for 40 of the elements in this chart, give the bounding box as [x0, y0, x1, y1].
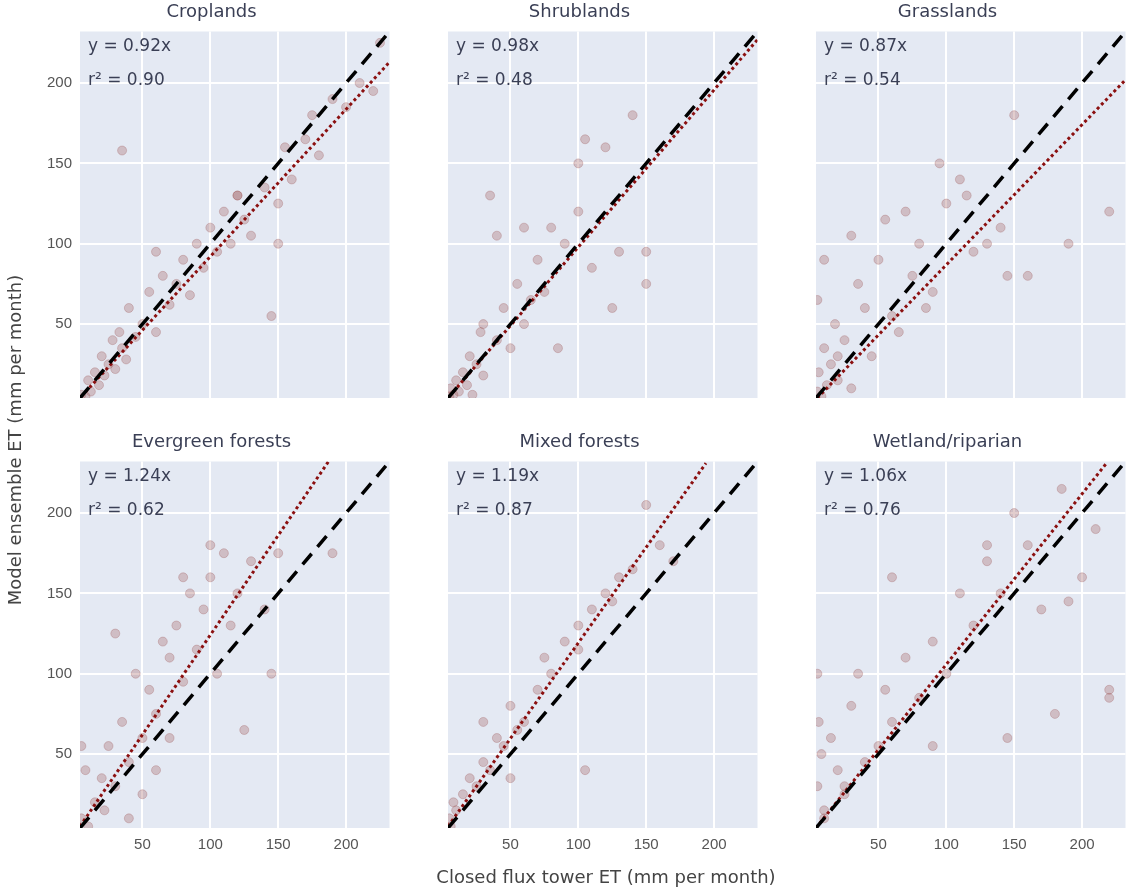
annotation: y = 0.98x	[456, 34, 540, 55]
annotation: r² = 0.87	[456, 498, 533, 519]
annotation: y = 1.06x	[824, 464, 908, 485]
y-tick-label: 50	[55, 744, 72, 762]
y-tick-label: 150	[46, 153, 72, 171]
x-tick-label: 150	[1001, 835, 1027, 853]
chart-title: Evergreen forests	[131, 430, 292, 452]
chart-title: Shrublands	[528, 0, 631, 22]
y-tick-label: 200	[46, 503, 72, 521]
y-tick-label: 100	[46, 233, 72, 251]
y-axis-title: Model ensemble ET (mm per month)	[3, 274, 25, 606]
x-tick-label: 200	[333, 835, 359, 853]
annotation: r² = 0.76	[824, 498, 901, 519]
x-tick-label: 50	[870, 835, 887, 853]
annotation: r² = 0.90	[88, 68, 165, 89]
x-tick-label: 150	[265, 835, 291, 853]
x-tick-label: 100	[197, 835, 223, 853]
y-tick-label: 100	[46, 663, 72, 681]
chart-title: Mixed forests	[519, 430, 640, 452]
y-tick-label: 50	[55, 314, 72, 332]
x-tick-label: 100	[933, 835, 959, 853]
x-tick-label: 200	[701, 835, 727, 853]
annotation: y = 0.87x	[824, 34, 908, 55]
x-tick-label: 150	[633, 835, 659, 853]
x-tick-label: 50	[502, 835, 519, 853]
chart-title: Grasslands	[897, 0, 998, 22]
chart-title: Croplands	[166, 0, 257, 22]
y-tick-label: 200	[46, 73, 72, 91]
annotation: y = 0.92x	[88, 34, 172, 55]
annotation: y = 1.24x	[88, 464, 172, 485]
x-tick-label: 200	[1069, 835, 1095, 853]
annotation: r² = 0.48	[456, 68, 533, 89]
annotation: y = 1.19x	[456, 464, 540, 485]
x-tick-label: 50	[134, 835, 151, 853]
y-tick-label: 150	[46, 583, 72, 601]
annotation: r² = 0.54	[824, 68, 901, 89]
x-axis-title: Closed flux tower ET (mm per month)	[436, 866, 776, 887]
annotation: r² = 0.62	[88, 498, 165, 519]
x-tick-label: 100	[565, 835, 591, 853]
chart-title: Wetland/riparian	[872, 430, 1023, 452]
